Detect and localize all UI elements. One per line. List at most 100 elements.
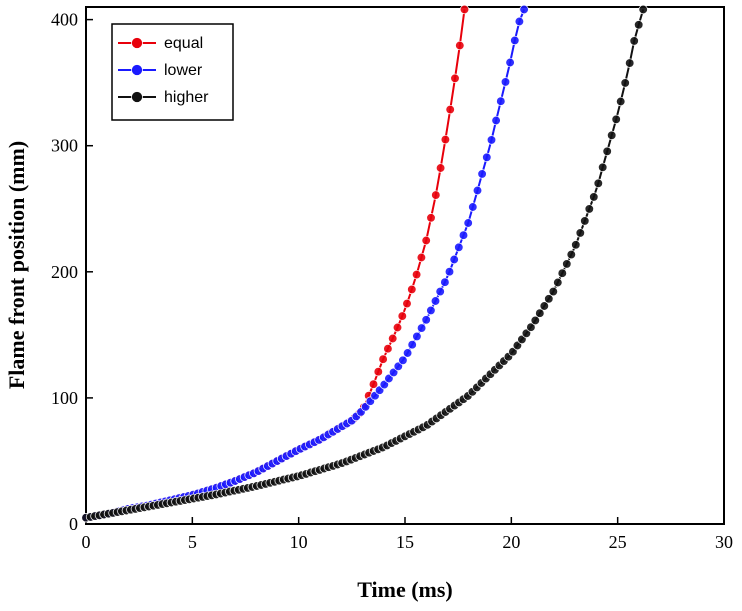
data-point	[384, 373, 394, 384]
data-point	[426, 213, 436, 223]
data-point	[602, 146, 612, 156]
data-point	[510, 35, 520, 46]
data-point	[421, 315, 431, 325]
x-tick-label: 10	[290, 532, 308, 552]
data-point	[459, 4, 470, 15]
data-point	[397, 311, 407, 321]
data-point	[496, 96, 506, 106]
data-point	[373, 367, 383, 377]
x-tick-label: 0	[82, 532, 91, 552]
legend: equal lower higher	[111, 23, 234, 121]
data-point	[455, 40, 465, 51]
data-point	[548, 286, 558, 297]
data-point	[421, 235, 431, 246]
data-point	[416, 252, 427, 263]
data-point	[398, 355, 408, 365]
data-point	[491, 115, 501, 126]
legend-marker	[131, 91, 143, 103]
y-tick-label: 300	[51, 136, 78, 156]
legend-label: equal	[164, 35, 203, 52]
data-point	[383, 344, 393, 354]
data-point	[445, 104, 455, 115]
data-point	[584, 204, 594, 214]
x-tick-label: 15	[396, 532, 414, 552]
data-point	[411, 269, 422, 280]
data-point	[535, 308, 545, 318]
data-point	[407, 284, 417, 295]
data-point	[519, 4, 529, 15]
data-point	[440, 134, 451, 145]
data-point	[593, 178, 603, 188]
data-point	[616, 96, 626, 107]
data-point	[598, 162, 608, 172]
data-point	[539, 301, 549, 311]
data-point	[444, 267, 455, 277]
data-point	[388, 367, 399, 378]
data-point	[430, 296, 441, 306]
data-point	[611, 114, 621, 124]
data-point	[440, 277, 450, 287]
data-point	[557, 268, 567, 278]
data-point	[449, 254, 459, 265]
data-point	[514, 16, 525, 27]
y-tick-label: 0	[69, 514, 78, 534]
data-point	[562, 259, 572, 269]
series-higher	[81, 4, 648, 523]
data-point	[571, 240, 581, 250]
y-tick-label: 200	[51, 262, 78, 282]
legend-marker	[131, 64, 143, 76]
data-point	[638, 4, 648, 15]
data-point	[508, 347, 518, 357]
data-point	[486, 135, 497, 145]
data-point	[566, 249, 576, 260]
data-point	[530, 315, 540, 326]
legend-label: higher	[164, 89, 209, 106]
data-point	[368, 379, 379, 389]
data-point	[412, 331, 422, 342]
legend-marker	[131, 37, 143, 49]
data-point	[435, 163, 446, 173]
data-point	[458, 230, 469, 240]
data-point	[402, 298, 412, 309]
data-point	[634, 20, 644, 30]
data-point	[620, 78, 630, 88]
data-point	[468, 202, 478, 212]
data-point	[392, 322, 403, 333]
data-point	[388, 333, 398, 344]
data-point	[505, 57, 515, 68]
data-point	[607, 130, 617, 140]
data-point	[553, 277, 563, 288]
x-axis-title: Time (ms)	[357, 577, 453, 602]
x-tick-label: 5	[188, 532, 197, 552]
data-point	[454, 242, 464, 252]
y-axis-title: Flame front position (mm)	[4, 141, 29, 389]
y-tick-label: 100	[51, 388, 78, 408]
data-point	[431, 190, 441, 200]
data-point	[378, 354, 388, 364]
data-point	[416, 323, 427, 333]
y-tick-label: 400	[51, 10, 78, 30]
data-point	[575, 228, 585, 238]
data-point	[435, 286, 445, 297]
data-point	[580, 216, 590, 226]
x-tick-label: 20	[502, 532, 520, 552]
data-point	[477, 169, 487, 179]
data-point	[629, 36, 639, 46]
series-layer	[81, 4, 648, 523]
data-point	[544, 294, 554, 304]
data-point	[407, 340, 417, 350]
data-point	[463, 218, 473, 228]
data-point	[402, 348, 413, 358]
data-point	[500, 77, 511, 87]
data-point	[450, 73, 460, 83]
data-point	[482, 152, 492, 162]
data-point	[625, 58, 635, 68]
x-tick-label: 30	[715, 532, 733, 552]
x-tick-label: 25	[609, 532, 627, 552]
data-point	[472, 185, 483, 196]
data-point	[426, 305, 436, 316]
data-point	[526, 322, 536, 332]
legend-label: lower	[164, 62, 203, 79]
